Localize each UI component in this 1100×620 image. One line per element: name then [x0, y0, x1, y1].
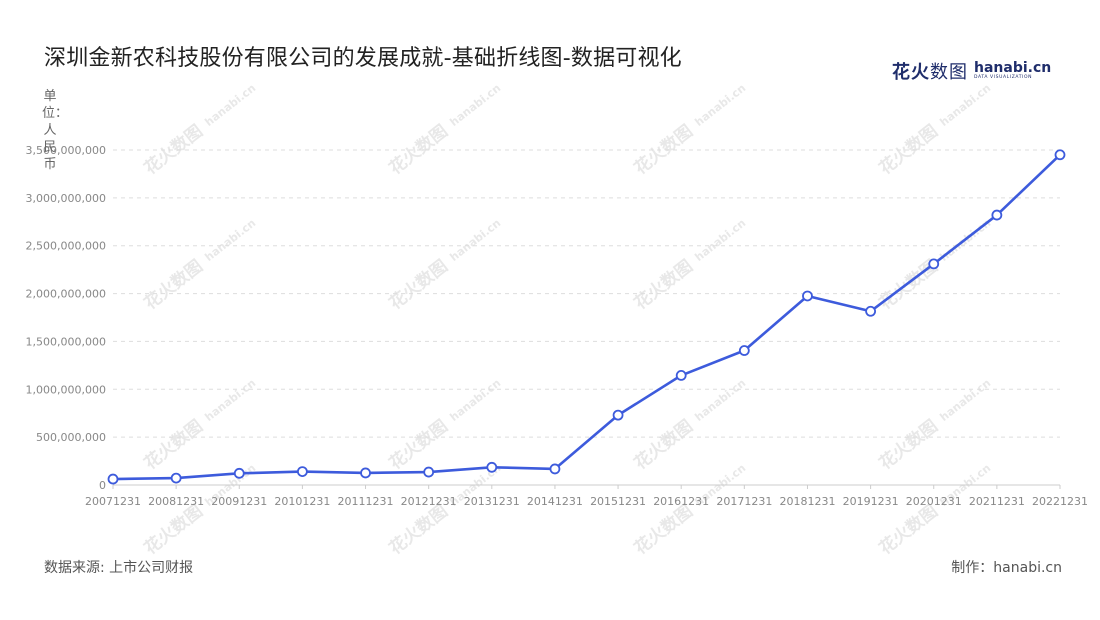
svg-text:花火数图: 花火数图 — [140, 416, 207, 474]
x-tick-label: 20071231 — [85, 495, 141, 508]
data-point[interactable] — [612, 409, 624, 421]
x-tick-label: 20171231 — [716, 495, 772, 508]
svg-text:花火数图: 花火数图 — [140, 501, 207, 559]
svg-text:hanabi.cn: hanabi.cn — [448, 81, 504, 129]
data-point[interactable] — [991, 209, 1003, 221]
x-tick-label: 20101231 — [274, 495, 330, 508]
x-tick-label: 20181231 — [779, 495, 835, 508]
data-point[interactable] — [107, 473, 119, 485]
x-axis: 20071231 20081231 20091231 20101231 20111231… — [85, 484, 1088, 508]
x-tick-label: 20201231 — [906, 495, 962, 508]
series-line — [112, 153, 1061, 481]
y-tick-label: 1,500,000,000 — [26, 335, 106, 348]
data-point[interactable] — [1054, 149, 1066, 161]
x-tick-label: 20151231 — [590, 495, 646, 508]
y-tick-label: 2,500,000,000 — [26, 240, 106, 253]
brand-logo-cn: 花火数图 — [892, 62, 968, 83]
data-point[interactable] — [486, 461, 498, 473]
svg-text:hanabi.cn: hanabi.cn — [203, 81, 259, 129]
data-point[interactable] — [865, 305, 876, 317]
svg-text:花火数图: 花火数图 — [630, 501, 697, 559]
y-tick-label: 1,000,000,000 — [26, 383, 106, 396]
data-source: 数据来源: 上市公司财报 — [44, 560, 194, 576]
chart-title: 深圳金新农科技股份有限公司的发展成就-基础折线图-数据可视化 — [44, 46, 682, 71]
x-tick-label: 20141231 — [527, 495, 583, 508]
x-tick-label: 20161231 — [653, 495, 709, 508]
svg-text:花火数图: 花火数图 — [385, 256, 452, 314]
y-tick-label: 2,000,000,000 — [26, 288, 106, 301]
data-point[interactable] — [738, 345, 750, 356]
x-tick-label: 20221231 — [1032, 495, 1088, 508]
series-layer — [107, 149, 1066, 485]
svg-text:hanabi.cn: hanabi.cn — [693, 81, 749, 129]
y-axis-unit-label: 单位：人民币 — [42, 89, 69, 172]
svg-text:花火数图: 花火数图 — [630, 256, 697, 314]
svg-text:hanabi.cn: hanabi.cn — [938, 376, 994, 424]
data-point[interactable] — [170, 472, 182, 484]
svg-text:hanabi.cn: hanabi.cn — [203, 216, 259, 264]
brand-logo-en: hanabi.cn DATA VISUALIZATION — [974, 60, 1052, 81]
brand-logo: 花火数图 hanabi.cn DATA VISUALIZATION — [892, 58, 1051, 84]
data-point[interactable] — [360, 467, 371, 479]
svg-text:花火数图: 花火数图 — [875, 416, 942, 474]
svg-text:hanabi.cn: hanabi.cn — [448, 216, 504, 264]
y-tick-label: 3,500,000,000 — [26, 144, 106, 157]
svg-text:hanabi.cn: hanabi.cn — [203, 376, 259, 424]
svg-text:hanabi.cn: hanabi.cn — [448, 376, 504, 424]
y-axis: 0 500,000,000 1,000,000,000 1,500,000,000 2,… — [26, 144, 106, 492]
x-tick-label: 20211231 — [969, 495, 1025, 508]
x-tick-label: 20111231 — [338, 495, 394, 508]
x-tick-label: 20091231 — [211, 495, 267, 508]
x-tick-label: 20131231 — [464, 495, 520, 508]
data-point[interactable] — [928, 258, 940, 270]
x-tick-label: 20121231 — [401, 495, 457, 508]
svg-text:花火数图: 花火数图 — [875, 501, 942, 559]
svg-text:hanabi.cn: hanabi.cn — [938, 81, 994, 129]
svg-text:hanabi.cn: hanabi.cn — [693, 216, 749, 264]
data-point[interactable] — [549, 463, 561, 475]
y-tick-label: 500,000,000 — [36, 431, 106, 444]
data-point[interactable] — [233, 467, 245, 479]
grid-lines — [113, 149, 1060, 438]
svg-text:花火数图: 花火数图 — [385, 416, 452, 474]
x-tick-label: 20191231 — [843, 495, 899, 508]
data-point[interactable] — [802, 290, 813, 302]
svg-text:花火数图: 花火数图 — [630, 416, 697, 474]
y-tick-label: 3,000,000,000 — [26, 192, 106, 205]
svg-text:花火数图: 花火数图 — [140, 256, 207, 314]
svg-text:花火数图: 花火数图 — [630, 121, 697, 179]
x-tick-label: 20081231 — [148, 495, 204, 508]
data-point[interactable] — [296, 466, 308, 478]
data-point[interactable] — [423, 466, 435, 478]
credit: 制作：hanabi.cn — [951, 560, 1062, 576]
svg-text:花火数图: 花火数图 — [385, 501, 452, 559]
data-point[interactable] — [675, 370, 687, 381]
y-tick-label: 0 — [99, 479, 106, 492]
svg-text:hanabi.cn: hanabi.cn — [693, 376, 749, 424]
